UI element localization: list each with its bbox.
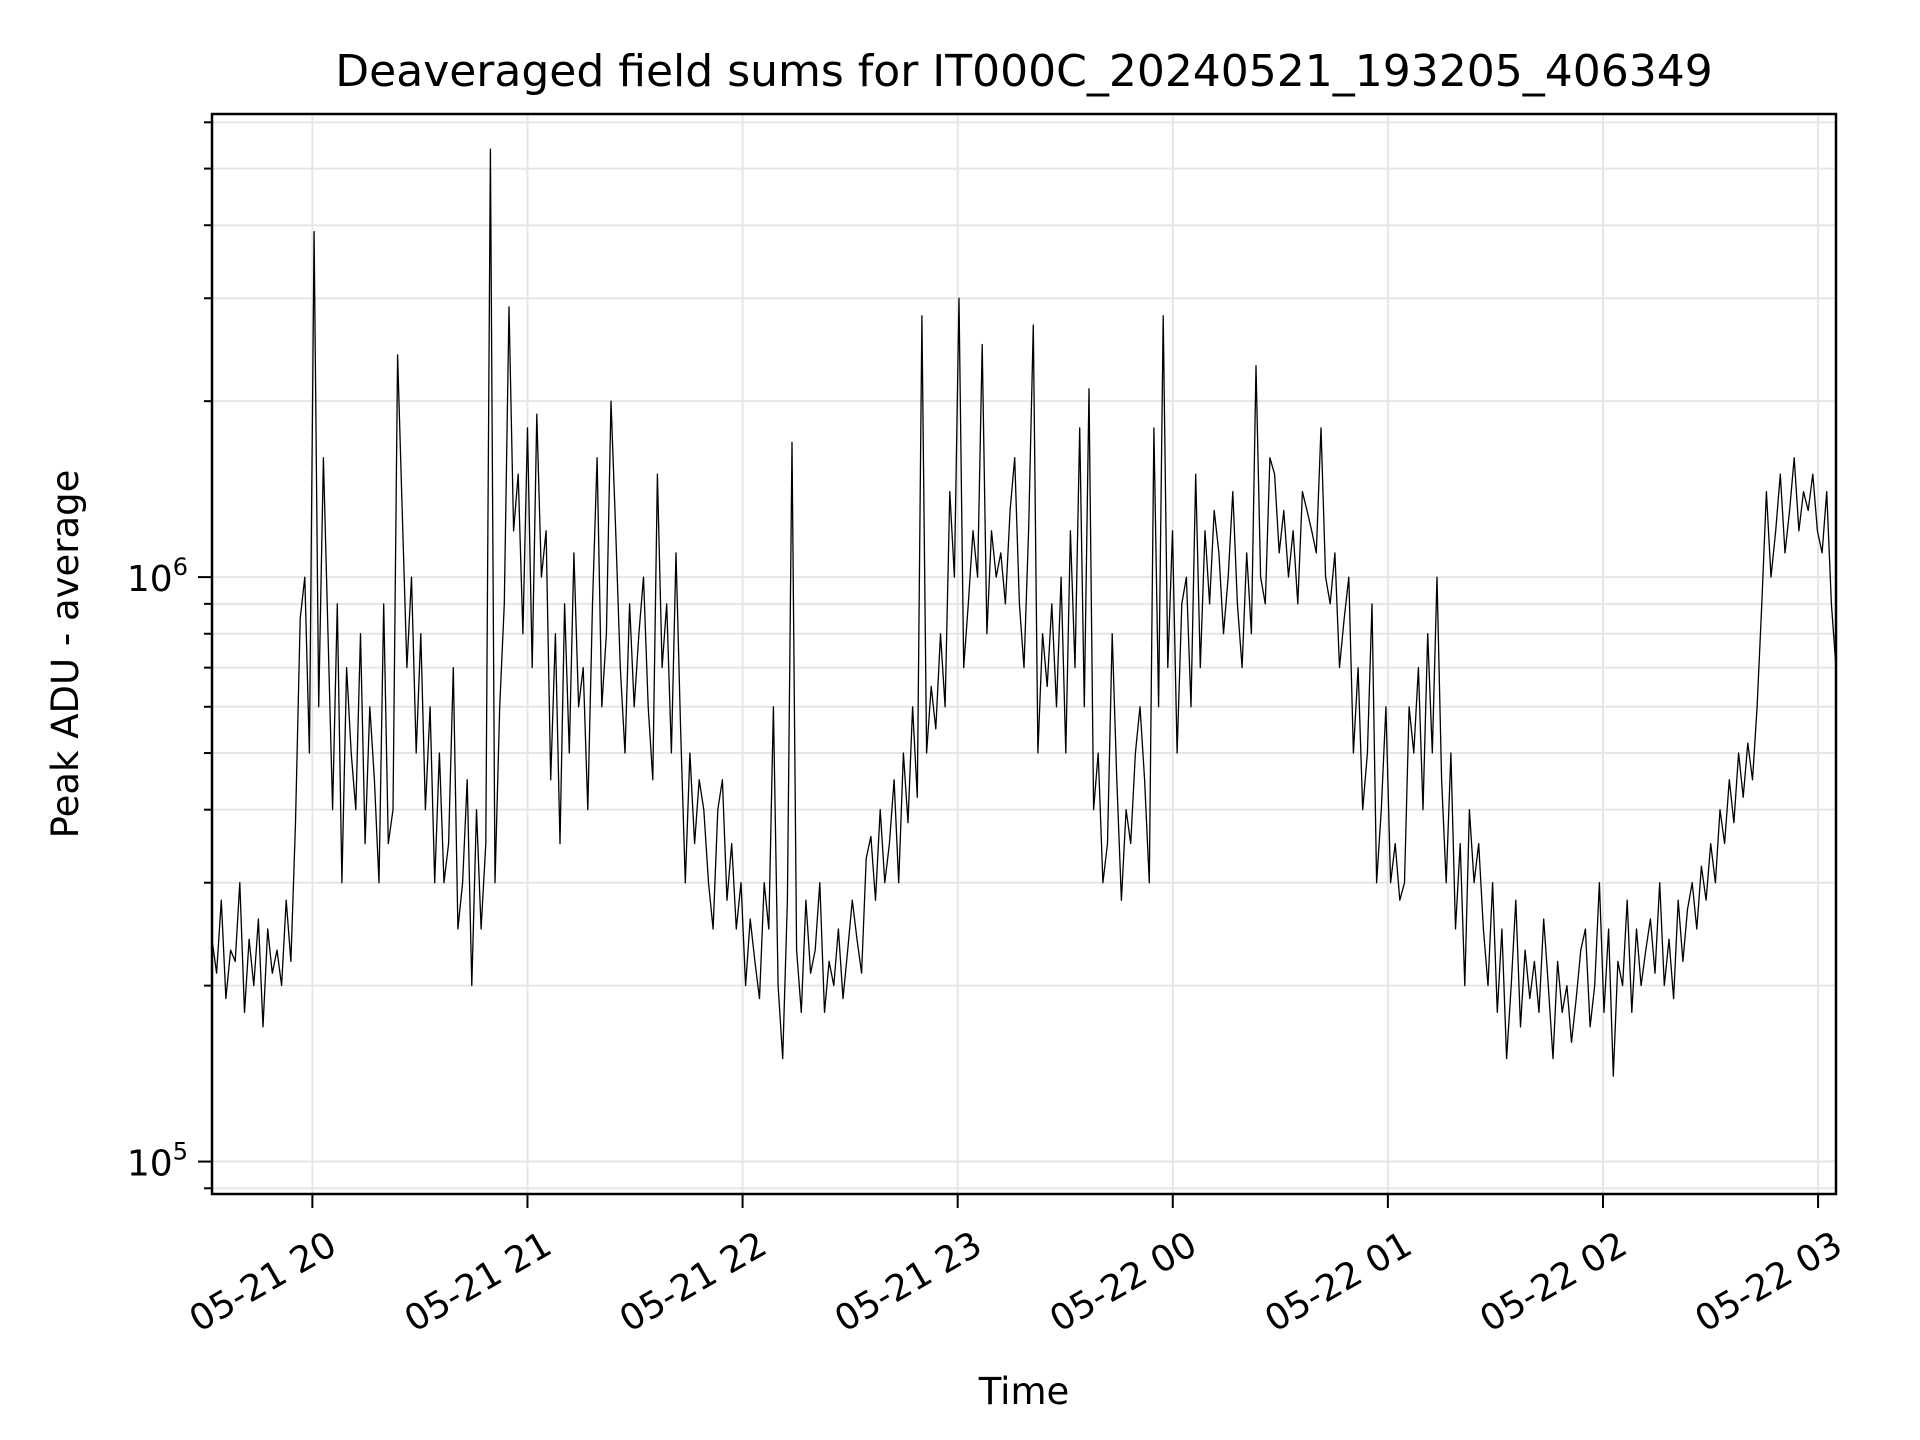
x-tick-label: 05-22 01 <box>1258 1224 1419 1340</box>
x-tick-label: 05-22 00 <box>1043 1224 1204 1340</box>
x-axis-label: Time <box>978 1370 1070 1413</box>
grid <box>212 114 1836 1194</box>
x-tick-label: 05-21 23 <box>828 1224 989 1340</box>
x-tick-label: 05-22 03 <box>1689 1224 1850 1340</box>
y-axis-label: Peak ADU - average <box>44 470 87 839</box>
ticks <box>198 121 1820 1208</box>
x-tick-label: 05-22 02 <box>1473 1224 1634 1340</box>
y-tick-label: 106 <box>127 553 188 600</box>
x-tick-label: 05-21 22 <box>613 1224 774 1340</box>
series-line <box>211 148 1837 1077</box>
y-tick-label: 105 <box>127 1138 188 1185</box>
chart-title: Deaveraged field sums for IT000C_2024052… <box>335 46 1712 97</box>
axes-frame <box>210 112 1838 1196</box>
x-tick-label: 05-21 21 <box>398 1224 559 1340</box>
x-tick-label: 05-21 20 <box>183 1224 344 1340</box>
